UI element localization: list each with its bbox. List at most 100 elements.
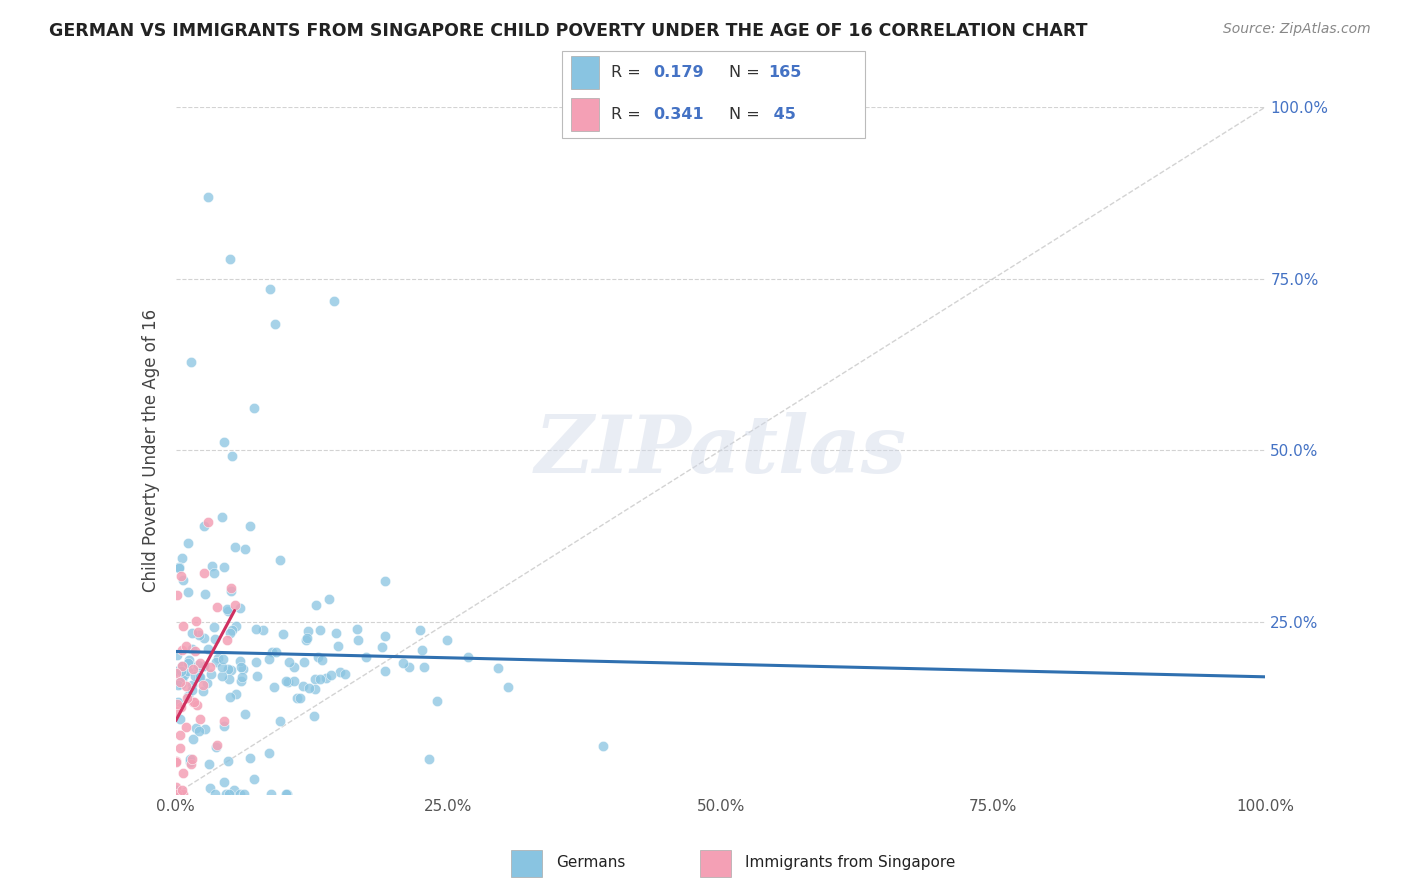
Point [224, 540, 246, 554]
FancyBboxPatch shape [571, 98, 599, 131]
Point [221, 583, 243, 598]
Point [177, 690, 200, 704]
Point [290, 691, 312, 706]
Point [200, 666, 222, 681]
Point [174, 720, 197, 734]
Point [409, 623, 432, 637]
Point [170, 664, 193, 678]
Point [169, 677, 191, 691]
Point [225, 618, 247, 632]
Point [169, 712, 191, 726]
Point [204, 632, 226, 646]
Point [233, 541, 256, 556]
Point [426, 693, 449, 707]
Point [269, 714, 291, 728]
Point [374, 629, 396, 643]
Text: Immigrants from Singapore: Immigrants from Singapore [745, 855, 955, 870]
Point [193, 519, 215, 533]
Point [319, 668, 342, 682]
Point [232, 662, 254, 676]
Point [257, 747, 280, 761]
Point [197, 515, 219, 529]
Point [219, 582, 242, 596]
Point [186, 662, 208, 676]
Point [173, 667, 195, 681]
Point [205, 655, 228, 669]
Point [197, 756, 219, 771]
Point [218, 252, 240, 266]
Point [304, 681, 326, 696]
Point [165, 666, 187, 681]
Point [308, 623, 330, 637]
Text: N =: N = [728, 65, 765, 80]
Point [193, 659, 215, 673]
Point [328, 639, 350, 653]
Point [229, 674, 252, 689]
Point [170, 643, 193, 657]
Point [179, 752, 201, 766]
Point [242, 401, 264, 415]
Point [347, 633, 370, 648]
Point [418, 752, 440, 766]
Point [172, 550, 194, 565]
Point [198, 780, 221, 795]
Point [285, 690, 308, 705]
Point [263, 680, 285, 694]
Point [217, 754, 239, 768]
Point [318, 591, 340, 606]
Point [172, 783, 194, 797]
Point [169, 699, 191, 714]
Point [207, 651, 229, 665]
Point [184, 615, 207, 629]
Point [176, 691, 198, 706]
Point [297, 624, 319, 638]
Point [191, 683, 214, 698]
Point [295, 631, 318, 645]
Point [181, 642, 204, 657]
Point [166, 782, 188, 797]
Point [198, 660, 221, 674]
Point [294, 632, 316, 647]
Point [212, 434, 235, 449]
Point [201, 559, 224, 574]
Point [177, 653, 200, 667]
Point [277, 675, 299, 690]
Point [169, 740, 191, 755]
Point [214, 560, 236, 574]
Point [170, 658, 193, 673]
Point [239, 751, 262, 765]
Point [195, 676, 218, 690]
Text: Source: ZipAtlas.com: Source: ZipAtlas.com [1223, 22, 1371, 37]
Point [202, 620, 225, 634]
Point [346, 622, 368, 636]
Point [246, 669, 269, 683]
Point [221, 449, 243, 463]
Point [174, 640, 197, 654]
Point [181, 732, 204, 747]
Point [193, 632, 215, 646]
Point [486, 661, 509, 675]
Point [374, 574, 396, 588]
Point [304, 672, 326, 686]
Text: 165: 165 [768, 65, 801, 80]
Point [398, 659, 420, 673]
Point [172, 619, 194, 633]
Point [194, 723, 217, 737]
Point [165, 787, 187, 801]
Point [233, 706, 256, 721]
Point [167, 696, 190, 710]
Point [187, 670, 209, 684]
Point [292, 679, 315, 693]
Point [304, 708, 326, 723]
Point [177, 584, 200, 599]
Point [259, 652, 281, 666]
Point [177, 665, 200, 679]
Point [273, 627, 295, 641]
Y-axis label: Child Poverty Under the Age of 16: Child Poverty Under the Age of 16 [142, 309, 160, 592]
Text: ZIPatlas: ZIPatlas [534, 412, 907, 489]
Point [229, 660, 252, 674]
Point [221, 623, 243, 637]
Point [276, 787, 298, 801]
Point [187, 723, 209, 738]
Point [180, 756, 202, 771]
